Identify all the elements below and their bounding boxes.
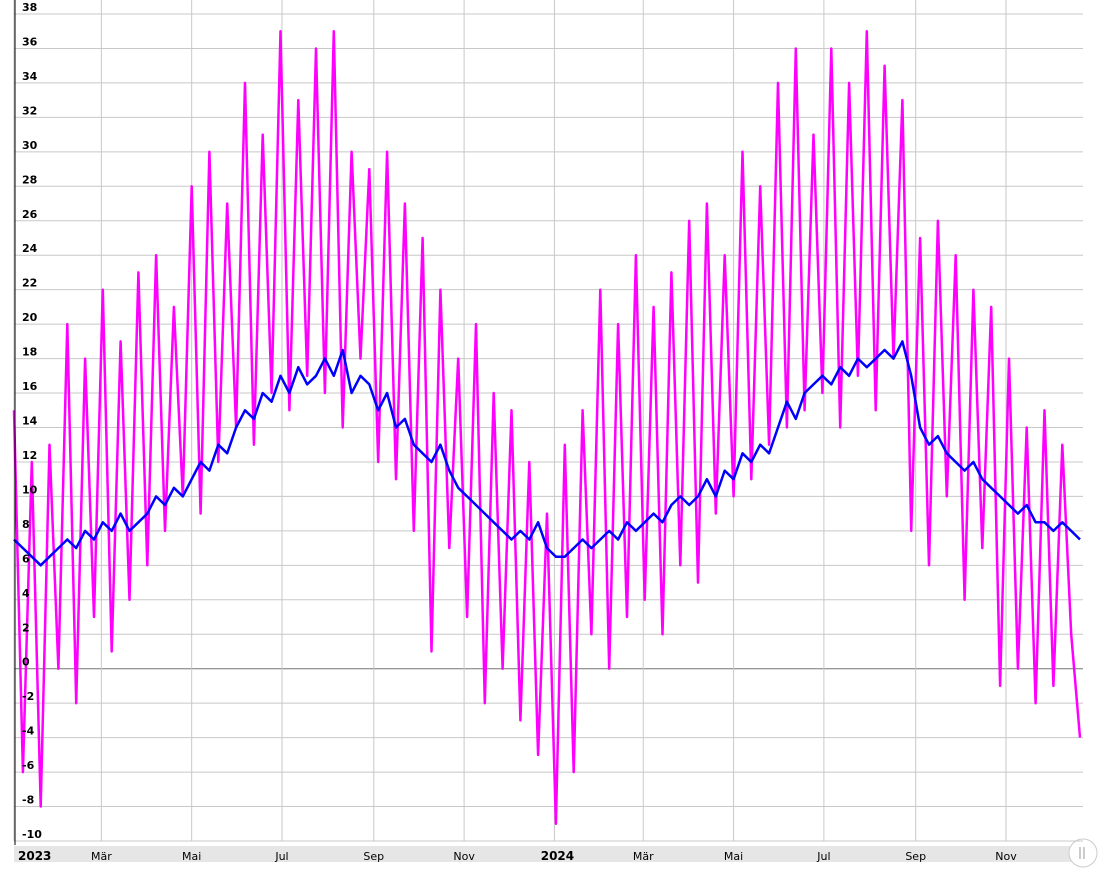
y-tick-label: 22 bbox=[22, 277, 37, 290]
y-tick-label: -10 bbox=[22, 828, 42, 841]
x-tick-label: Nov bbox=[453, 850, 475, 863]
x-tick-label: 2023 bbox=[18, 849, 51, 863]
y-tick-label: 24 bbox=[22, 242, 38, 255]
y-tick-label: -4 bbox=[22, 725, 35, 738]
y-tick-label: 36 bbox=[22, 35, 38, 48]
y-tick-label: 2 bbox=[22, 621, 30, 634]
series-line bbox=[12, 29, 1082, 826]
scrollbar-track[interactable] bbox=[14, 846, 1074, 862]
y-tick-label: -2 bbox=[22, 690, 34, 703]
tick-labels: -10-8-6-4-202468101214161820222426283032… bbox=[18, 1, 1017, 863]
y-tick-label: 26 bbox=[22, 208, 38, 221]
y-tick-label: 38 bbox=[22, 1, 37, 14]
y-tick-label: 20 bbox=[22, 311, 38, 324]
y-tick-label: 14 bbox=[22, 415, 38, 428]
y-tick-label: 12 bbox=[22, 449, 37, 462]
x-tick-label: Mär bbox=[91, 850, 112, 863]
x-tick-label: 2024 bbox=[541, 849, 574, 863]
y-tick-label: 34 bbox=[22, 70, 38, 83]
series-lines bbox=[12, 29, 1082, 826]
y-tick-label: 6 bbox=[22, 552, 30, 565]
y-tick-label: 16 bbox=[22, 380, 38, 393]
y-tick-label: 28 bbox=[22, 173, 37, 186]
scrollbar-handle[interactable] bbox=[1068, 838, 1098, 868]
x-tick-label: Sep bbox=[363, 850, 384, 863]
x-tick-label: Mär bbox=[633, 850, 654, 863]
y-tick-label: 10 bbox=[22, 483, 38, 496]
y-tick-label: 4 bbox=[22, 587, 30, 600]
x-tick-label: Nov bbox=[995, 850, 1017, 863]
y-tick-label: 32 bbox=[22, 104, 37, 117]
x-tick-label: Jul bbox=[816, 850, 830, 863]
y-tick-label: -8 bbox=[22, 794, 34, 807]
y-tick-label: -6 bbox=[22, 759, 35, 772]
y-tick-label: 30 bbox=[22, 139, 38, 152]
x-tick-label: Mai bbox=[724, 850, 743, 863]
y-tick-label: 8 bbox=[22, 518, 30, 531]
x-tick-label: Sep bbox=[905, 850, 926, 863]
series-line bbox=[13, 340, 1081, 567]
x-tick-label: Mai bbox=[182, 850, 201, 863]
y-tick-label: 18 bbox=[22, 346, 37, 359]
y-tick-label: 0 bbox=[22, 656, 30, 669]
x-tick-label: Jul bbox=[274, 850, 288, 863]
